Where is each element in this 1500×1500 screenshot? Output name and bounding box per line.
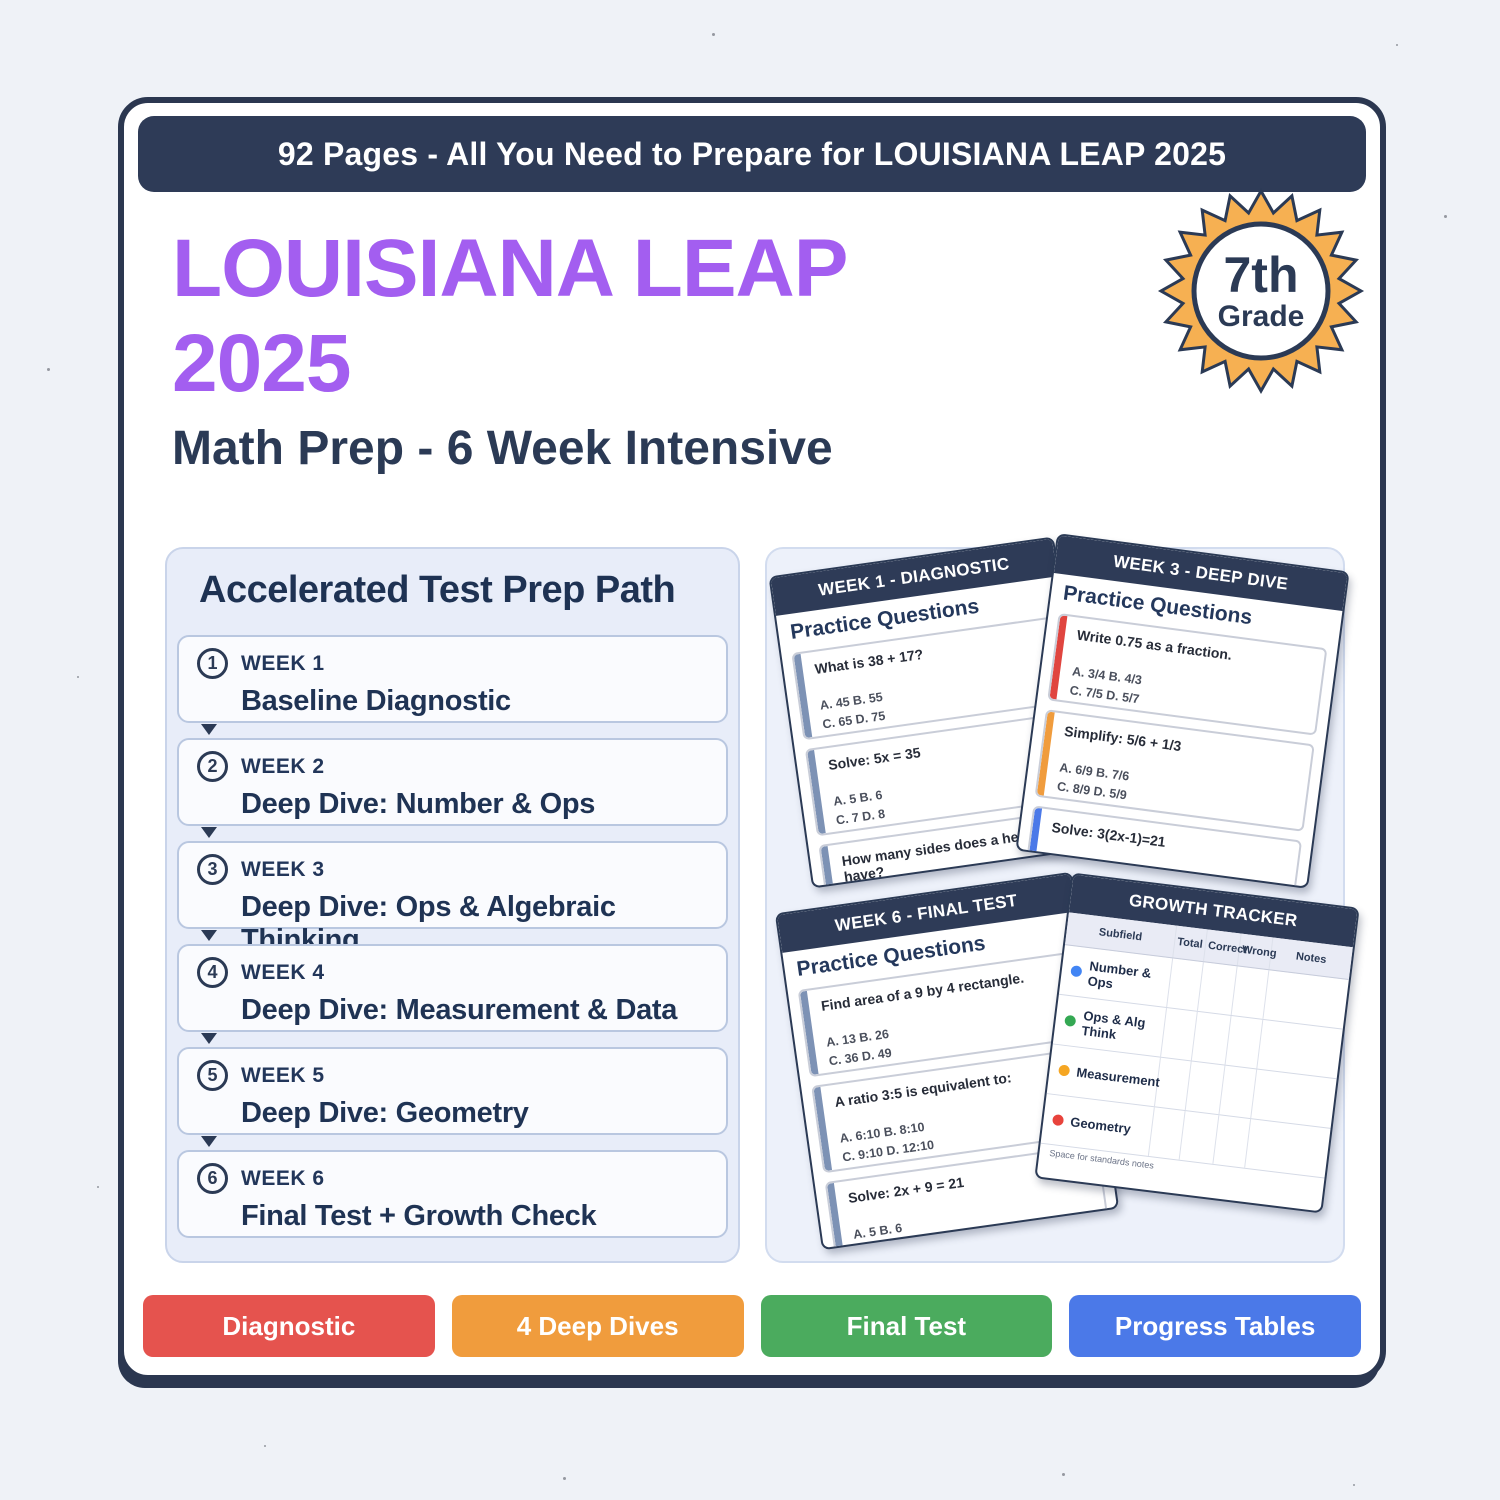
week-label: WEEK 1 xyxy=(241,651,325,675)
speckle-dot xyxy=(563,1477,566,1480)
test-prep-path-panel: Accelerated Test Prep Path 1 WEEK 1 Base… xyxy=(165,547,740,1263)
path-panel-title: Accelerated Test Prep Path xyxy=(199,569,676,611)
week-card-5: 5 WEEK 5 Deep Dive: Geometry xyxy=(177,1047,728,1147)
tracker-column-header: Wrong xyxy=(1238,933,1277,970)
down-arrow-icon xyxy=(201,827,217,838)
week-card-3: 3 WEEK 3 Deep Dive: Ops & Algebraic Thin… xyxy=(177,841,728,956)
page-title-line1: LOUISIANA LEAP xyxy=(172,223,848,314)
week-label: WEEK 3 xyxy=(241,857,325,881)
week-label: WEEK 4 xyxy=(241,960,325,984)
footer-button-diagnostic[interactable]: Diagnostic xyxy=(143,1295,435,1357)
footer-button-final-test[interactable]: Final Test xyxy=(760,1295,1053,1357)
question-accent-bar xyxy=(1036,711,1055,796)
page-title: LOUISIANA LEAP 2025 xyxy=(172,221,848,411)
page-subtitle: Math Prep - 6 Week Intensive xyxy=(172,422,833,475)
week-card-6: 6 WEEK 6 Final Test + Growth Check xyxy=(177,1150,728,1238)
tracker-empty-cell xyxy=(1251,1070,1336,1128)
week-description: Deep Dive: Number & Ops xyxy=(241,788,596,820)
top-banner: 92 Pages - All You Need to Prepare for L… xyxy=(138,116,1366,192)
week-card-2: 2 WEEK 2 Deep Dive: Number & Ops xyxy=(177,738,728,838)
subfield-dot-icon xyxy=(1058,1064,1071,1077)
banner-text: 92 Pages - All You Need to Prepare for L… xyxy=(277,135,1227,172)
flyer-card: 92 Pages - All You Need to Prepare for L… xyxy=(118,97,1386,1381)
week-number-circle: 2 xyxy=(197,751,228,782)
preview-card-week3: WEEK 3 - DEEP DIVE Practice Questions Wr… xyxy=(1015,533,1350,889)
week-number-circle: 5 xyxy=(197,1060,228,1091)
subfield-dot-icon xyxy=(1064,1014,1077,1028)
tracker-rows: Number & Ops Ops & Alg Think Measurement… xyxy=(1040,945,1349,1179)
speckle-dot xyxy=(1444,215,1447,218)
week-card-4: 4 WEEK 4 Deep Dive: Measurement & Data xyxy=(177,944,728,1044)
question-accent-bar xyxy=(1049,615,1068,700)
tracker-column-header: Correct xyxy=(1204,929,1248,966)
question-accent-bar xyxy=(820,845,840,889)
week-label: WEEK 6 xyxy=(241,1166,325,1190)
speckle-dot xyxy=(712,33,715,36)
question-accent-bar xyxy=(813,1086,833,1172)
question-accent-bar xyxy=(799,990,819,1075)
grade-badge-grade: 7th xyxy=(1223,246,1299,303)
subfield-dot-icon xyxy=(1070,965,1083,978)
question-accent-bar xyxy=(807,749,826,835)
subfield-dot-icon xyxy=(1051,1114,1065,1127)
down-arrow-icon xyxy=(201,930,217,941)
week-description: Deep Dive: Ops & Algebraic Thinking xyxy=(241,891,616,956)
tracker-empty-cell xyxy=(1257,1020,1342,1078)
grade-badge-text: 7th Grade xyxy=(1149,179,1373,403)
speckle-dot xyxy=(97,1186,99,1188)
week-card-1: 1 WEEK 1 Baseline Diagnostic xyxy=(177,635,728,735)
down-arrow-icon xyxy=(201,1033,217,1044)
page-title-line2: 2025 xyxy=(172,318,351,410)
speckle-dot xyxy=(1353,1484,1355,1486)
grade-badge: 7th Grade xyxy=(1149,179,1373,403)
preview-card-growth-tracker: GROWTH TRACKER Subfield Total Correct Wrong… xyxy=(1034,872,1360,1214)
week-number-circle: 4 xyxy=(197,957,228,988)
tracker-column-header: Total xyxy=(1172,925,1209,962)
starburst-icon xyxy=(1157,187,1365,395)
week-description: Baseline Diagnostic xyxy=(241,685,511,717)
week-number-circle: 3 xyxy=(197,854,228,885)
speckle-dot xyxy=(77,676,79,678)
question-accent-bar xyxy=(793,653,813,739)
footer-button-progress-tables[interactable]: Progress Tables xyxy=(1069,1295,1361,1357)
down-arrow-icon xyxy=(201,724,217,735)
tracker-empty-cell xyxy=(1245,1119,1330,1177)
tracker-empty-cell xyxy=(1263,970,1348,1028)
speckle-dot xyxy=(1396,44,1398,46)
category-button-row: Diagnostic 4 Deep Dives Final Test Progress… xyxy=(143,1295,1361,1357)
question-accent-bar xyxy=(826,1182,846,1251)
week-label: WEEK 2 xyxy=(241,754,325,778)
speckle-dot xyxy=(1062,1473,1065,1476)
week-description: Deep Dive: Geometry xyxy=(241,1097,529,1129)
week-label: WEEK 5 xyxy=(241,1063,325,1087)
week-description: Deep Dive: Measurement & Data xyxy=(241,994,678,1026)
question-list: Write 0.75 as a fraction. A. 3/4 B. 4/3 … xyxy=(1021,613,1328,889)
week-description: Final Test + Growth Check xyxy=(241,1200,597,1232)
speckle-dot xyxy=(47,368,50,371)
grade-badge-word: Grade xyxy=(1217,299,1305,333)
worksheet-preview-panel: WEEK 1 - DIAGNOSTIC Practice Questions W… xyxy=(765,533,1360,1263)
speckle-dot xyxy=(264,1445,266,1447)
week-list: 1 WEEK 1 Baseline Diagnostic 2 WEEK 2 De… xyxy=(177,635,728,1253)
question-text: Solve: 3(2x-1)=21 xyxy=(1050,818,1167,850)
footer-button-4-deep-dives[interactable]: 4 Deep Dives xyxy=(451,1295,744,1357)
week-number-circle: 1 xyxy=(197,648,228,679)
week-number-circle: 6 xyxy=(197,1163,228,1194)
down-arrow-icon xyxy=(201,1136,217,1147)
